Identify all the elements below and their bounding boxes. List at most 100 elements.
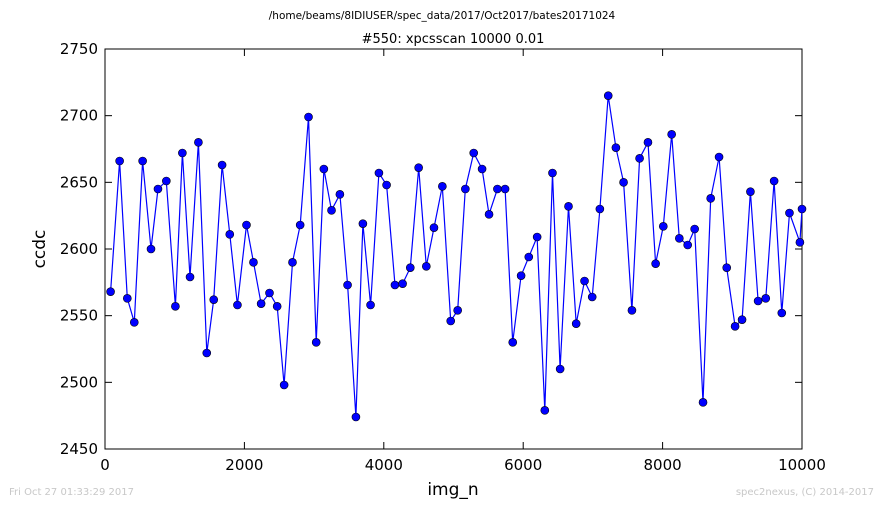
data-point <box>524 252 534 262</box>
data-point <box>508 338 518 347</box>
data-point <box>202 348 212 358</box>
data-point <box>358 219 368 228</box>
data-point <box>461 184 470 194</box>
data-point <box>493 184 502 194</box>
data-point <box>595 204 605 214</box>
data-point <box>564 202 573 211</box>
data-point <box>532 232 542 242</box>
y-tick-label: 2650 <box>60 173 98 191</box>
x-tick-label: 2000 <box>225 456 263 474</box>
data-point <box>777 308 787 318</box>
data-point <box>115 156 124 166</box>
data-point <box>242 220 251 230</box>
data-point <box>153 184 163 194</box>
y-tick-label: 2600 <box>60 240 98 258</box>
data-point <box>714 152 724 162</box>
data-point <box>209 295 219 304</box>
data-point <box>279 380 289 390</box>
data-point <box>446 316 456 326</box>
data-point <box>619 178 628 187</box>
data-point <box>225 230 235 239</box>
y-tick-label: 2500 <box>60 373 98 391</box>
data-point <box>256 299 266 308</box>
data-point <box>667 130 676 139</box>
data-point <box>769 176 779 186</box>
data-point <box>635 154 644 163</box>
data-point <box>683 240 692 250</box>
x-tick-label: 4000 <box>365 456 403 474</box>
data-series <box>106 91 807 422</box>
data-point <box>438 182 447 191</box>
data-point <box>295 220 305 230</box>
data-point <box>288 258 297 267</box>
data-point <box>555 364 565 374</box>
data-point <box>129 318 139 327</box>
data-point <box>343 280 352 290</box>
data-point <box>500 184 510 194</box>
data-point <box>797 204 807 214</box>
data-point <box>761 294 771 303</box>
data-point <box>722 263 732 272</box>
footer-timestamp: Fri Oct 27 01:33:29 2017 <box>9 487 135 498</box>
data-point <box>484 210 494 219</box>
data-point <box>382 180 391 190</box>
x-axis-label: img_n <box>427 480 478 500</box>
data-point <box>366 300 375 310</box>
data-point <box>146 244 156 254</box>
x-tick-label: 8000 <box>644 456 682 474</box>
footer-credit: spec2nexus, (C) 2014-2017 <box>735 487 874 498</box>
data-point <box>265 288 274 298</box>
data-point <box>603 91 613 100</box>
data-point <box>580 276 589 286</box>
data-point <box>374 168 384 178</box>
data-point <box>571 319 581 328</box>
data-point <box>548 168 557 178</box>
data-point <box>319 164 329 174</box>
y-tick-label: 2750 <box>60 40 98 58</box>
y-tick-label: 2450 <box>60 440 98 458</box>
data-point <box>138 156 147 166</box>
data-point <box>233 300 242 310</box>
data-point <box>390 280 400 290</box>
data-point <box>795 238 805 247</box>
data-point <box>162 176 171 186</box>
data-point <box>106 287 115 296</box>
chart-suptitle: /home/beams/8IDIUSER/spec_data/2017/Oct2… <box>269 10 616 22</box>
chart-title: #550: xpcsscan 10000 0.01 <box>362 32 545 47</box>
data-point <box>477 164 487 174</box>
data-point <box>627 306 637 315</box>
data-point <box>414 163 423 172</box>
data-point <box>540 406 550 415</box>
data-point <box>453 306 462 315</box>
data-point <box>675 234 684 243</box>
data-point <box>611 143 621 152</box>
y-tick-label: 2700 <box>60 107 98 125</box>
data-point <box>516 271 526 280</box>
data-point <box>249 258 258 267</box>
x-tick-label: 10000 <box>778 456 826 474</box>
plot-area <box>104 48 803 450</box>
data-point <box>272 302 282 311</box>
data-point <box>746 187 755 196</box>
data-point <box>422 262 431 271</box>
x-tick-label: 0 <box>100 456 110 474</box>
data-point <box>335 190 345 199</box>
data-point <box>185 272 195 282</box>
x-tick-label: 6000 <box>504 456 542 474</box>
data-point <box>194 138 203 147</box>
data-point <box>304 112 313 122</box>
data-point <box>469 148 479 158</box>
data-point <box>730 322 740 331</box>
data-point <box>737 315 747 324</box>
data-point <box>351 412 361 422</box>
axis-ticks: 0 2000 4000 6000 8000 10000 2450 2500 2550 2600 26… <box>60 40 826 474</box>
data-point <box>643 138 653 147</box>
data-point <box>327 206 336 215</box>
data-point <box>753 296 763 306</box>
data-point <box>785 208 794 218</box>
y-tick-label: 2550 <box>60 307 98 325</box>
data-point <box>311 338 321 347</box>
data-point <box>171 302 180 311</box>
data-point <box>698 398 708 407</box>
